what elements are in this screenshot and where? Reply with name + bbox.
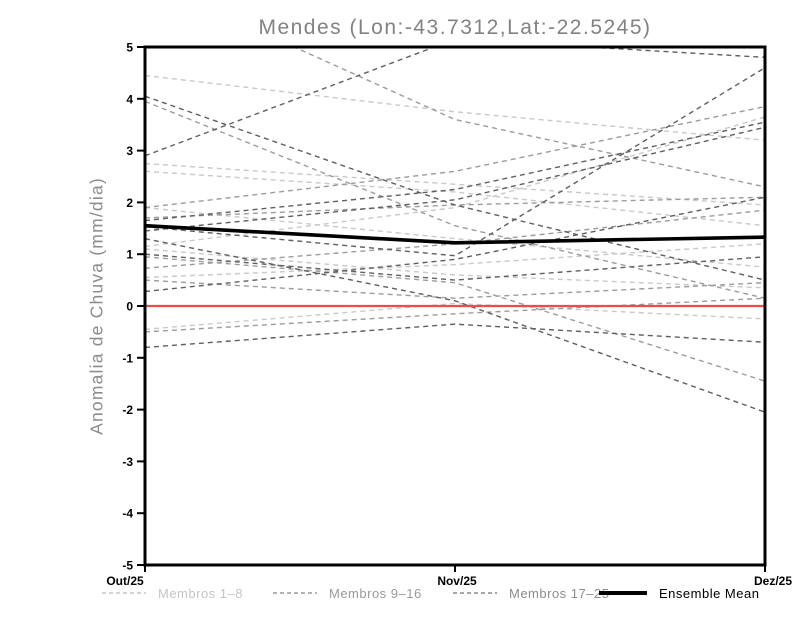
y-tick-label: -2 <box>122 403 133 417</box>
member-line <box>145 170 765 227</box>
x-tick-label: Dez/25 <box>754 574 792 588</box>
member-line <box>145 237 765 413</box>
member-line <box>145 243 765 279</box>
y-tick-label: 4 <box>126 92 133 106</box>
y-tick-label: -1 <box>122 351 133 365</box>
member-line <box>145 95 765 281</box>
legend-dashed-line-sample <box>273 592 317 594</box>
member-line <box>145 100 765 299</box>
y-tick-label: 0 <box>126 300 133 314</box>
member-line <box>145 116 765 248</box>
x-tick-label: Out/25 <box>106 574 144 588</box>
member-line <box>145 74 765 141</box>
member-line <box>145 279 765 299</box>
legend-label: Ensemble Mean <box>659 585 760 601</box>
legend-item: Membros 1–8 <box>101 584 243 602</box>
member-line <box>145 297 765 333</box>
legend-label: Membros 9–16 <box>329 585 422 601</box>
y-tick-label: -4 <box>122 507 133 521</box>
member-line <box>145 323 765 349</box>
legend-label: Membros 17–25 <box>509 585 610 601</box>
legend-solid-line-sample <box>599 591 647 595</box>
member-line <box>145 248 765 289</box>
member-line <box>145 302 765 331</box>
legend-item: Ensemble Mean <box>598 584 759 602</box>
member-line <box>145 67 765 257</box>
member-line <box>145 206 765 268</box>
member-line <box>145 256 765 382</box>
legend: Membros 1–8 Membros 9–16 Membros 17–25 Ense… <box>0 584 800 604</box>
legend-dashed-line-sample <box>453 592 497 594</box>
member-line <box>145 196 765 219</box>
chart-title: Mendes (Lon:-43.7312,Lat:-22.5245) <box>258 16 652 39</box>
y-tick-label: -5 <box>122 559 133 573</box>
y-tick-label: 5 <box>126 41 133 55</box>
y-tick-label: 1 <box>126 248 133 262</box>
member-line <box>145 47 765 157</box>
member-line <box>145 126 765 232</box>
legend-label: Membros 1–8 <box>158 585 243 601</box>
y-tick-label: -3 <box>122 455 133 469</box>
member-line <box>145 121 765 222</box>
legend-item: Membros 9–16 <box>272 584 422 602</box>
legend-item: Membros 17–25 <box>452 584 609 602</box>
legend-dashed-line-sample <box>102 592 146 594</box>
ensemble-mean-line <box>145 223 765 245</box>
y-tick-label: 2 <box>126 196 133 210</box>
member-line <box>292 47 765 188</box>
member-line <box>145 196 765 293</box>
member-line <box>145 105 765 209</box>
series-layer <box>145 47 765 413</box>
x-tick-label: Nov/25 <box>437 574 477 588</box>
member-line <box>145 162 765 206</box>
y-tick-label: 3 <box>126 144 133 158</box>
member-line <box>145 253 765 281</box>
